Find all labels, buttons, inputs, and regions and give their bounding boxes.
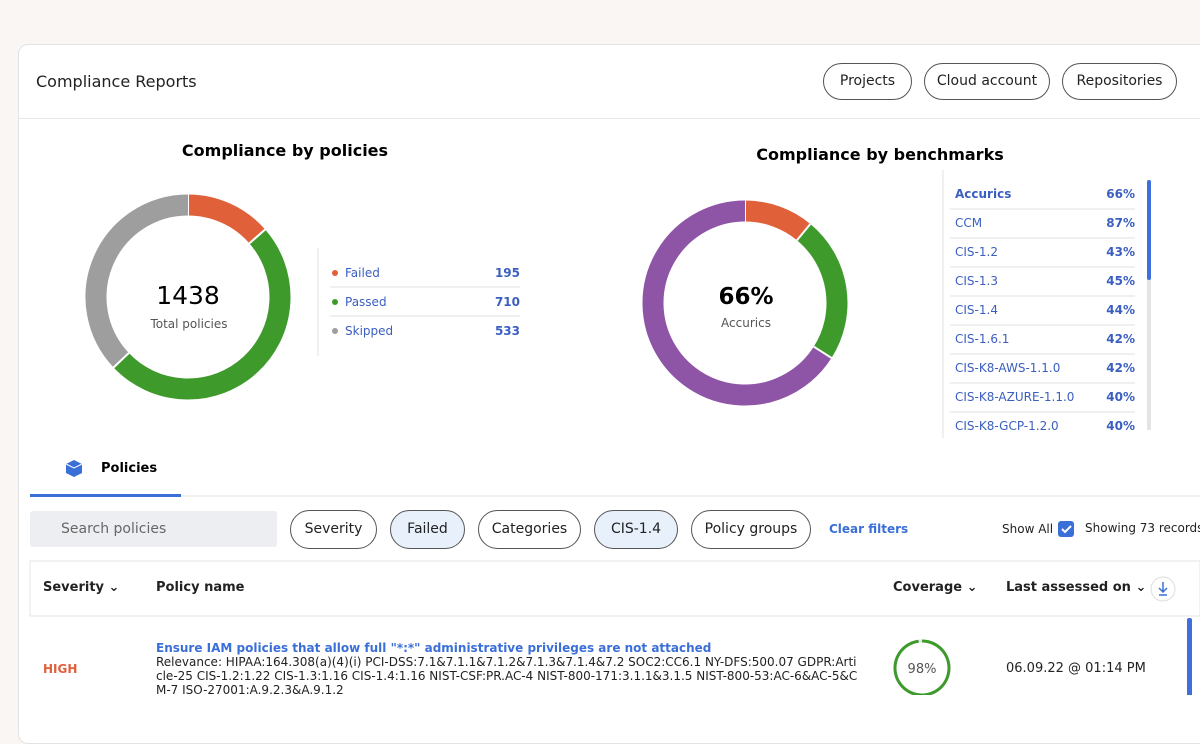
column-header: Policy name (156, 580, 245, 595)
benchmark-name: Accurics (955, 187, 1011, 201)
benchmark-percent: 40% (1106, 419, 1135, 433)
cloud-account-button[interactable]: Cloud account (924, 63, 1050, 100)
tab-icon (65, 460, 83, 477)
show-all-checkbox[interactable] (1058, 521, 1074, 537)
legend-label: Failed (345, 266, 380, 280)
filter-chip[interactable]: Severity (290, 510, 377, 549)
table-scroll[interactable] (1187, 618, 1192, 695)
tab-underline (30, 494, 181, 497)
records-count: Showing 73 records (1085, 521, 1200, 535)
center-value: 1438 (156, 281, 220, 310)
assessed-date: 06.09.22 @ 01:14 PM (1006, 661, 1146, 676)
benchmark-percent: 42% (1106, 332, 1135, 346)
download-button[interactable] (1150, 576, 1176, 602)
filter-chip[interactable]: Failed (390, 510, 465, 549)
center-value: 66% (718, 284, 773, 310)
chart-title: Compliance by policies (182, 141, 388, 160)
segment-gap (813, 345, 833, 359)
scroll-track (1147, 180, 1151, 430)
legend-value: 710 (495, 295, 520, 309)
page: Compliance Reports Projects Cloud accoun… (18, 44, 1200, 744)
segment-gap (248, 228, 266, 245)
benchmark-percent: 87% (1106, 216, 1135, 230)
checkmark (1061, 525, 1072, 534)
relevance: Relevance: HIPAA:164.308(a)(4)(i) PCI-DS… (156, 655, 858, 697)
benchmark-percent: 45% (1106, 274, 1135, 288)
segment-gap (112, 352, 130, 369)
page-title: Compliance Reports (36, 72, 197, 91)
legend-label: Passed (345, 295, 387, 309)
benchmark-name: CIS-1.6.1 (955, 332, 1009, 346)
legend-label: Skipped (345, 324, 393, 338)
severity: HIGH (43, 662, 78, 676)
coverage-label: 98% (908, 662, 937, 677)
search-placeholder: Search policies (61, 521, 167, 537)
center-label: Total policies (149, 317, 227, 331)
center-label: Accurics (721, 316, 771, 330)
donut-segment (744, 200, 811, 241)
filter-chip[interactable]: CIS-1.4 (594, 510, 678, 549)
benchmark-name: CCM (955, 216, 982, 230)
clear-filters[interactable]: Clear filters (829, 522, 909, 536)
benchmark-name: CIS-K8-AZURE-1.1.0 (955, 390, 1074, 404)
column-header[interactable]: Last assessed on ⌄ (1006, 580, 1147, 595)
header-text: Severity (43, 580, 105, 595)
benchmark-name: CIS-1.4 (955, 303, 998, 317)
legend-dot (332, 270, 338, 276)
legend-dot (332, 328, 338, 334)
legend-value: 533 (495, 324, 520, 338)
table-header (29, 560, 1200, 617)
legend-dot (332, 299, 338, 305)
filter-chip[interactable]: Categories (478, 510, 581, 549)
show-all-label: Show All (1002, 522, 1054, 536)
filter-chip[interactable]: Policy groups (691, 510, 811, 549)
benchmark-percent: 42% (1106, 361, 1135, 375)
scroll-thumb[interactable] (1147, 180, 1151, 280)
legend-value: 195 (495, 266, 520, 280)
benchmark-name: CIS-K8-GCP-1.2.0 (955, 419, 1059, 433)
chart-title: Compliance by benchmarks (756, 145, 1003, 164)
donut-segment (642, 200, 832, 406)
benchmark-name: CIS-K8-AWS-1.1.0 (955, 361, 1060, 375)
download-icon (1158, 582, 1168, 596)
policy-name[interactable]: Ensure IAM policies that allow full "*:*… (156, 641, 712, 655)
benchmark-percent: 40% (1106, 390, 1135, 404)
column-header[interactable]: Severity ⌄ (43, 580, 120, 595)
header-text: Last assessed on (1006, 580, 1131, 595)
benchmark-percent: 66% (1106, 187, 1135, 201)
repositories-button[interactable]: Repositories (1062, 63, 1177, 100)
column-header[interactable]: Coverage ⌄ (893, 580, 978, 595)
divider (18, 118, 1200, 119)
header-text: Coverage (893, 580, 963, 595)
benchmark-percent: 44% (1106, 303, 1135, 317)
donut-segment (187, 194, 266, 244)
benchmark-percent: 43% (1106, 245, 1135, 259)
benchmark-name: CIS-1.3 (955, 274, 998, 288)
benchmark-name: CIS-1.2 (955, 245, 998, 259)
donut-segment (796, 224, 848, 358)
tab-label[interactable]: Policies (101, 461, 157, 476)
charts: Compliance by policies 1438 Total polici… (29, 141, 1200, 695)
donut-segment (113, 229, 291, 400)
segment-gap (796, 223, 812, 241)
search-box[interactable] (30, 511, 277, 547)
projects-button[interactable]: Projects (823, 63, 912, 100)
donut-segment (85, 194, 189, 368)
